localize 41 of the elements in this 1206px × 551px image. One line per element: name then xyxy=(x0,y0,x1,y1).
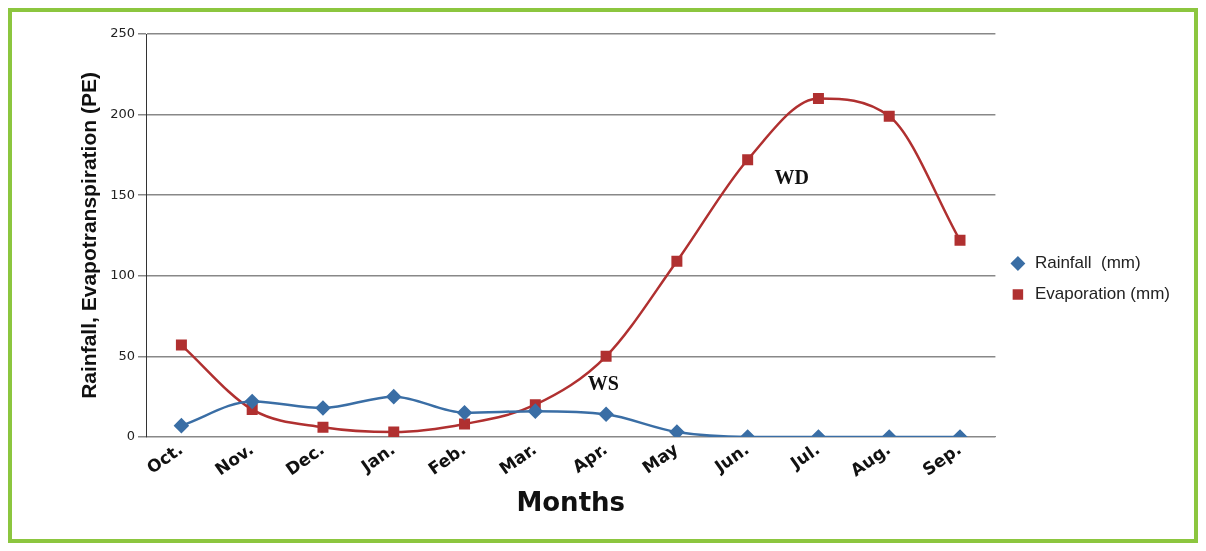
point xyxy=(669,424,685,437)
x-tick-label: Jan. xyxy=(356,438,399,477)
legend-label: Evaporation (mm) xyxy=(1034,284,1171,304)
point xyxy=(175,339,187,351)
legend-label: Rainfall (mm) xyxy=(1034,253,1141,273)
x-tick-label: Mar. xyxy=(495,438,541,479)
point xyxy=(244,394,260,409)
point xyxy=(954,234,966,246)
x-tick-label: Nov. xyxy=(211,438,258,480)
x-axis-title: Months xyxy=(516,487,626,518)
x-tick-label: Jun. xyxy=(709,438,753,477)
annotation: WD xyxy=(774,166,810,189)
y-tick-label: 150 xyxy=(110,186,136,202)
x-tick-label: Feb. xyxy=(424,438,470,479)
x-tick-label: Aug. xyxy=(846,438,895,481)
x-tick-label: Apr. xyxy=(568,438,611,477)
point xyxy=(671,255,683,267)
y-tick-label: 100 xyxy=(110,267,136,283)
point xyxy=(457,405,472,420)
x-tick-label: Oct. xyxy=(142,438,187,478)
point xyxy=(315,400,331,416)
point xyxy=(528,403,543,419)
point xyxy=(883,110,895,122)
point xyxy=(388,426,400,437)
x-tick-label: Sep. xyxy=(918,438,965,480)
x-tick-label: Jul. xyxy=(785,438,824,474)
point xyxy=(812,92,824,104)
y-axis-title: Rainfall, Evapotranspiration (PE) xyxy=(77,72,101,399)
x-tick-label: Dec. xyxy=(281,438,328,480)
point xyxy=(317,421,329,433)
point xyxy=(598,407,614,422)
y-tick-label: 50 xyxy=(118,347,136,363)
point xyxy=(742,154,754,166)
point xyxy=(174,418,189,433)
annotation: WS xyxy=(587,371,619,394)
y-tick-label: 250 xyxy=(110,25,136,41)
y-tick-label: 200 xyxy=(110,105,136,121)
point xyxy=(459,418,471,430)
point xyxy=(386,389,401,404)
point xyxy=(600,350,612,362)
y-tick-label: 0 xyxy=(126,428,136,444)
